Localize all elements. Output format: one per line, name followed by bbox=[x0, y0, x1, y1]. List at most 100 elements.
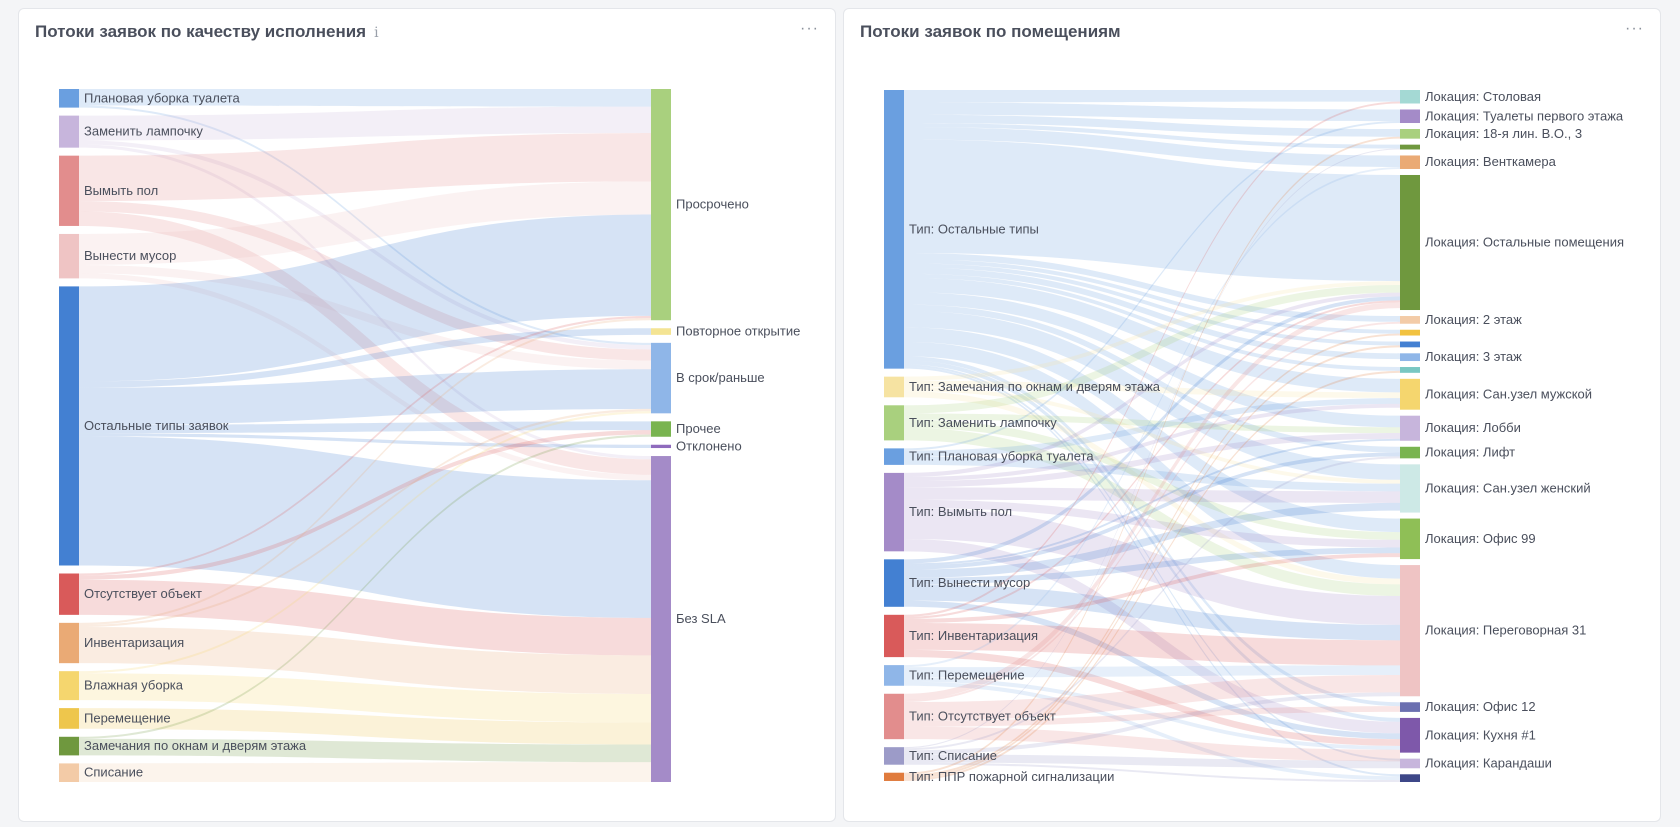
sankey-link[interactable] bbox=[904, 101, 1400, 617]
sankey-link[interactable] bbox=[904, 456, 1400, 751]
sankey-link[interactable] bbox=[79, 105, 651, 346]
sankey-link[interactable] bbox=[904, 452, 1400, 570]
sankey-link[interactable] bbox=[79, 214, 651, 382]
sankey-link[interactable] bbox=[904, 427, 1400, 596]
sankey-link[interactable] bbox=[904, 321, 1400, 703]
sankey-link[interactable] bbox=[904, 90, 1400, 103]
sankey-target-node[interactable] bbox=[1400, 415, 1420, 441]
sankey-link[interactable] bbox=[904, 127, 1400, 168]
sankey-link[interactable] bbox=[904, 754, 1400, 769]
sankey-target-node[interactable] bbox=[1400, 109, 1420, 124]
sankey-link[interactable] bbox=[904, 438, 1400, 566]
sankey-link[interactable] bbox=[79, 738, 651, 763]
sankey-link[interactable] bbox=[904, 538, 1400, 734]
sankey-source-node[interactable] bbox=[884, 472, 904, 552]
sankey-link[interactable] bbox=[904, 386, 1400, 484]
sankey-link[interactable] bbox=[79, 433, 651, 449]
sankey-source-node[interactable] bbox=[59, 736, 79, 756]
sankey-target-node[interactable] bbox=[1400, 341, 1420, 348]
sankey-link[interactable] bbox=[79, 106, 651, 141]
sankey-link[interactable] bbox=[904, 121, 1400, 451]
sankey-link[interactable] bbox=[904, 370, 1400, 781]
sankey-link[interactable] bbox=[904, 345, 1400, 779]
sankey-link[interactable] bbox=[79, 315, 651, 576]
sankey-link[interactable] bbox=[904, 502, 1400, 578]
sankey-link[interactable] bbox=[904, 302, 1400, 700]
sankey-target-node[interactable] bbox=[1400, 464, 1420, 513]
sankey-link[interactable] bbox=[904, 681, 1400, 781]
sankey-source-node[interactable] bbox=[59, 115, 79, 148]
sankey-link[interactable] bbox=[79, 408, 651, 627]
sankey-link[interactable] bbox=[79, 626, 651, 694]
sankey-link[interactable] bbox=[79, 421, 651, 434]
sankey-link[interactable] bbox=[904, 300, 1400, 619]
sankey-link[interactable] bbox=[79, 434, 651, 739]
sankey-source-node[interactable] bbox=[59, 573, 79, 615]
sankey-link[interactable] bbox=[79, 201, 651, 361]
sankey-source-node[interactable] bbox=[884, 772, 904, 781]
sankey-link[interactable] bbox=[904, 487, 1400, 503]
sankey-link[interactable] bbox=[904, 398, 1400, 457]
sankey-link[interactable] bbox=[904, 391, 1400, 585]
sankey-source-node[interactable] bbox=[884, 405, 904, 441]
sankey-link[interactable] bbox=[79, 436, 651, 618]
sankey-target-node[interactable] bbox=[651, 342, 671, 414]
sankey-target-node[interactable] bbox=[1400, 702, 1420, 712]
sankey-link[interactable] bbox=[904, 665, 1400, 678]
more-options-icon[interactable]: ··· bbox=[800, 20, 819, 37]
sankey-link[interactable] bbox=[79, 411, 651, 674]
sankey-target-node[interactable] bbox=[651, 421, 671, 437]
sankey-source-node[interactable] bbox=[59, 622, 79, 664]
sankey-link[interactable] bbox=[904, 327, 1400, 533]
sankey-source-node[interactable] bbox=[59, 286, 79, 566]
sankey-target-node[interactable] bbox=[1400, 144, 1420, 150]
sankey-source-node[interactable] bbox=[59, 763, 79, 782]
sankey-target-node[interactable] bbox=[1400, 155, 1420, 169]
sankey-source-node[interactable] bbox=[884, 376, 904, 398]
sankey-link[interactable] bbox=[79, 140, 651, 350]
sankey-source-node[interactable] bbox=[59, 89, 79, 108]
sankey-link[interactable] bbox=[904, 296, 1400, 564]
sankey-link[interactable] bbox=[904, 547, 1400, 585]
sankey-link[interactable] bbox=[904, 692, 1400, 755]
sankey-link[interactable] bbox=[904, 677, 1400, 750]
sankey-target-node[interactable] bbox=[1400, 565, 1420, 697]
sankey-target-node[interactable] bbox=[1400, 758, 1420, 769]
sankey-link[interactable] bbox=[904, 139, 1400, 282]
sankey-link[interactable] bbox=[79, 673, 651, 723]
sankey-link[interactable] bbox=[79, 273, 651, 481]
sankey-link[interactable] bbox=[79, 708, 651, 745]
sankey-link[interactable] bbox=[904, 310, 1400, 480]
sankey-source-node[interactable] bbox=[884, 747, 904, 765]
sankey-source-node[interactable] bbox=[59, 671, 79, 701]
sankey-link[interactable] bbox=[79, 430, 651, 580]
sankey-link[interactable] bbox=[79, 89, 651, 107]
sankey-link[interactable] bbox=[904, 675, 1400, 721]
sankey-target-node[interactable] bbox=[1400, 90, 1420, 104]
sankey-source-node[interactable] bbox=[884, 559, 904, 607]
sankey-link[interactable] bbox=[904, 273, 1400, 371]
sankey-link[interactable] bbox=[79, 318, 651, 625]
sankey-target-node[interactable] bbox=[651, 456, 671, 782]
sankey-source-node[interactable] bbox=[884, 693, 904, 740]
sankey-target-node[interactable] bbox=[1400, 774, 1420, 782]
sankey-source-node[interactable] bbox=[59, 708, 79, 729]
sankey-link[interactable] bbox=[79, 328, 651, 388]
sankey-source-node[interactable] bbox=[59, 233, 79, 279]
info-icon[interactable]: i bbox=[374, 25, 379, 41]
sankey-link[interactable] bbox=[904, 706, 1400, 727]
sankey-link[interactable] bbox=[904, 413, 1400, 434]
more-options-icon[interactable]: ··· bbox=[1625, 20, 1644, 37]
sankey-link[interactable] bbox=[904, 148, 1400, 749]
sankey-target-node[interactable] bbox=[651, 328, 671, 335]
sankey-target-node[interactable] bbox=[651, 89, 671, 321]
sankey-link[interactable] bbox=[904, 456, 1400, 492]
sankey-link[interactable] bbox=[79, 211, 651, 475]
sankey-link[interactable] bbox=[904, 292, 1400, 478]
sankey-link[interactable] bbox=[904, 259, 1400, 334]
sankey-link[interactable] bbox=[904, 507, 1400, 625]
sankey-link[interactable] bbox=[904, 403, 1400, 482]
sankey-link[interactable] bbox=[904, 360, 1400, 722]
sankey-link[interactable] bbox=[79, 579, 651, 656]
sankey-link[interactable] bbox=[904, 284, 1400, 414]
